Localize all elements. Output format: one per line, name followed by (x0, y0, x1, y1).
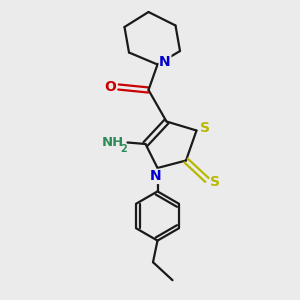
Text: S: S (200, 121, 210, 134)
Text: N: N (159, 55, 171, 69)
Text: O: O (104, 80, 116, 94)
Text: N: N (150, 169, 162, 183)
Text: S: S (210, 175, 220, 188)
Text: 2: 2 (120, 143, 127, 154)
Text: NH: NH (101, 136, 124, 149)
